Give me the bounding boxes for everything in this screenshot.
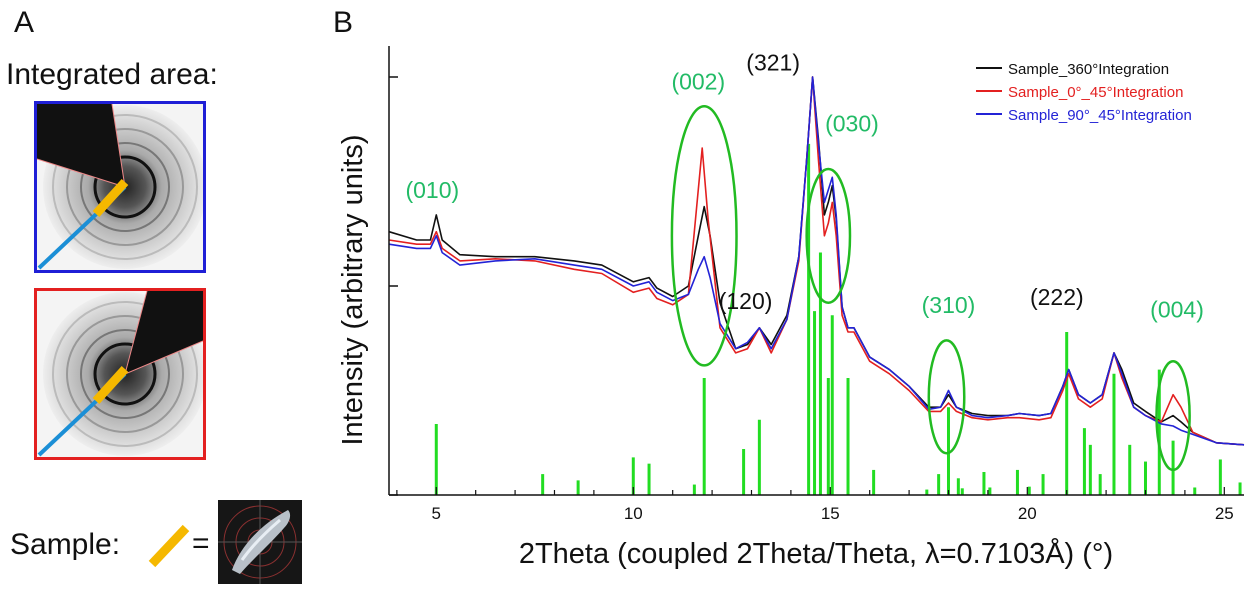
peak-annotation: (010) bbox=[405, 177, 459, 203]
x-tick-label: 10 bbox=[624, 504, 643, 523]
peak-highlight-ellipse bbox=[1155, 359, 1191, 472]
series-line bbox=[388, 76, 1245, 446]
legend-entry: Sample_0°_45°Integration bbox=[1008, 84, 1183, 101]
sample-stick-icon bbox=[148, 524, 190, 568]
panel-a-letter: A bbox=[14, 6, 35, 39]
legend-entry: Sample_90°_45°Integration bbox=[1008, 107, 1192, 124]
x-tick-label: 15 bbox=[821, 504, 840, 523]
peak-annotation: (222) bbox=[1030, 284, 1084, 310]
integrated-area-label: Integrated area: bbox=[6, 58, 218, 91]
equals-sign: = bbox=[192, 527, 210, 560]
legend: Sample_360°Integration Sample_0°_45°Integ… bbox=[976, 61, 1192, 124]
sample-label: Sample: bbox=[10, 528, 121, 561]
x-tick-label: 25 bbox=[1215, 504, 1234, 523]
x-axis-label: 2Theta (coupled 2Theta/Theta, λ=0.7103Å)… bbox=[519, 537, 1113, 570]
x-tick-label: 20 bbox=[1018, 504, 1037, 523]
peak-highlight-ellipse bbox=[927, 339, 966, 455]
legend-entry: Sample_360°Integration bbox=[1008, 61, 1169, 78]
peak-annotation: (120) bbox=[719, 288, 773, 314]
peak-annotation: (030) bbox=[825, 110, 879, 136]
x-tick-label: 5 bbox=[432, 504, 441, 523]
xrd-chart: 5 10 15 20 25 (010) (002) (321) (030) (120) (310)… bbox=[337, 46, 1245, 570]
integration-pattern-bottom bbox=[34, 288, 206, 460]
sample-photo bbox=[218, 500, 302, 584]
peak-annotation: (321) bbox=[746, 50, 800, 76]
peak-highlight-ellipse bbox=[805, 167, 852, 304]
integration-pattern-top bbox=[34, 101, 206, 273]
peak-annotation: (002) bbox=[671, 69, 725, 95]
peak-highlight-ellipse bbox=[670, 105, 738, 367]
panel-b-letter: B bbox=[333, 6, 354, 39]
peak-annotation: (310) bbox=[922, 292, 976, 318]
y-axis-label: Intensity (arbitrary units) bbox=[337, 134, 369, 445]
peak-annotation: (004) bbox=[1150, 296, 1204, 322]
series-line bbox=[388, 76, 1245, 446]
